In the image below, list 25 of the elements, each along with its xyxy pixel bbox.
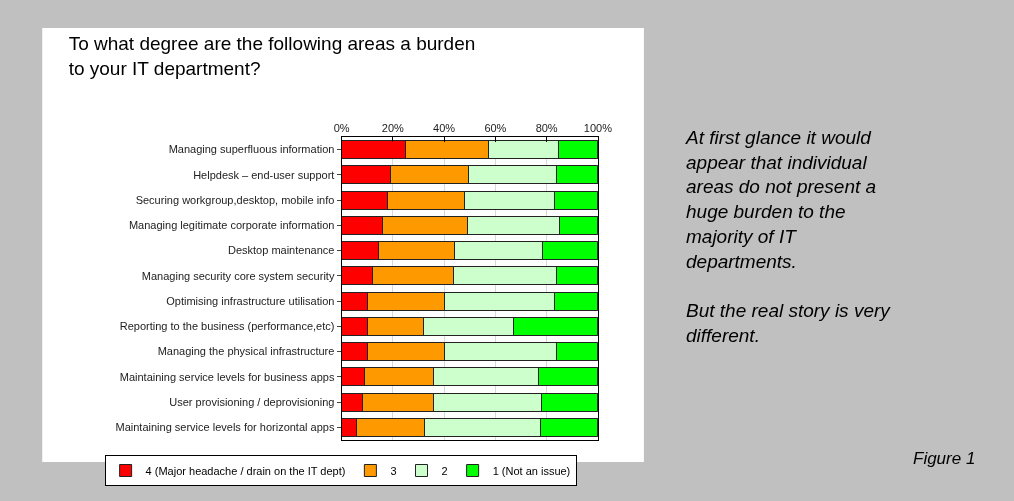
- caption: Figure 1: [913, 449, 976, 468]
- y-tick-label: Securing workgroup,desktop, mobile info: [135, 193, 335, 206]
- y-tick-label: Managing superfluous information: [168, 143, 335, 156]
- y-tick-label: Optimising infrastructure utilisation: [166, 294, 335, 307]
- legend-label: 1 (Not an issue): [492, 464, 571, 477]
- y-tick-label: Reporting to the business (performance,etc): [119, 320, 335, 333]
- y-tick-label: Maintaining service levels for business apps: [119, 370, 335, 383]
- y-tick-label: Desktop maintenance: [228, 244, 335, 257]
- x-tick-label: 40%: [433, 121, 456, 134]
- x-tick-label: 80%: [535, 121, 558, 134]
- x-tick-label: 60%: [484, 121, 507, 134]
- legend-label: 4 (Major headache / drain on the IT dept): [145, 464, 346, 477]
- y-tick-label: Managing legitimate corporate information: [128, 219, 335, 232]
- y-tick-label: Managing security core system security: [141, 269, 335, 282]
- y-tick-label: Helpdesk – end-user support: [193, 168, 335, 181]
- chart-title: To what degree are the following areas a burden to your IT department?: [68, 33, 476, 79]
- legend-label: 3: [390, 464, 397, 477]
- x-tick-label: 20%: [381, 121, 405, 134]
- x-tick-label: 0%: [333, 121, 350, 134]
- x-tick-label: 100%: [583, 121, 613, 134]
- y-tick-label: User provisioning / deprovisioning: [169, 395, 335, 408]
- legend-label: 2: [441, 464, 448, 477]
- y-tick-label: Managing the physical infrastructure: [157, 345, 335, 358]
- text: At first glance it would appear that individual areas do not present a huge burden to the majority of IT departments. But the real story is very different.: [686, 127, 890, 346]
- y-tick-label: Maintaining service levels for horizontal apps: [115, 421, 335, 434]
